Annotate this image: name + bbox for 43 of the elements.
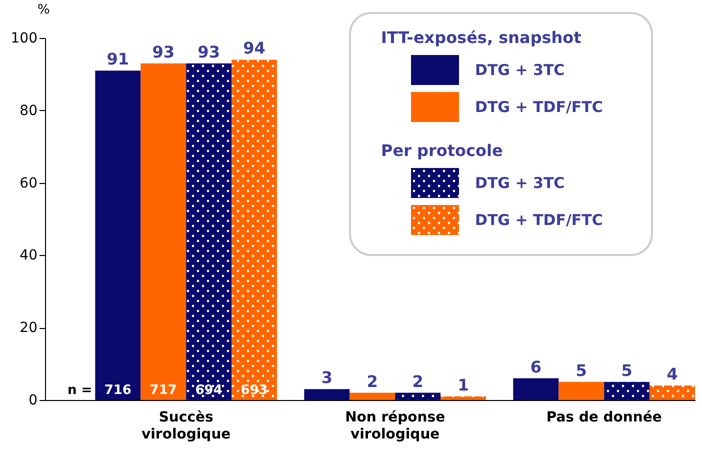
data-label: 91 bbox=[106, 50, 130, 69]
data-label: 94 bbox=[243, 38, 266, 58]
y-tick-label: 60 bbox=[20, 175, 38, 192]
data-label: 93 bbox=[152, 42, 174, 62]
annotation: n = bbox=[67, 383, 92, 398]
legend-label: DTG + 3TC bbox=[475, 174, 565, 192]
data-label: 93 bbox=[198, 42, 220, 62]
annotation: 717 bbox=[150, 383, 177, 398]
x-tick-label: Succès virologique bbox=[141, 410, 231, 442]
bar bbox=[558, 382, 604, 400]
data-label: 2 bbox=[366, 372, 378, 391]
y-tick-label: 40 bbox=[20, 248, 38, 264]
legend-title: ITT-exposés, snapshot bbox=[381, 28, 582, 47]
data-label: 1 bbox=[458, 375, 469, 394]
bar bbox=[304, 389, 350, 400]
legend-label: DTG + TDF/FTC bbox=[475, 211, 603, 229]
y-tick-label: 80 bbox=[20, 102, 38, 119]
data-label: 3 bbox=[321, 368, 332, 388]
annotation: Per protocole bbox=[381, 141, 504, 160]
bar bbox=[650, 386, 695, 400]
data-label: 5 bbox=[576, 360, 587, 380]
annotation: 716 bbox=[104, 383, 132, 398]
legend-label: DTG + 3TC bbox=[475, 61, 565, 79]
data-label: 2 bbox=[412, 372, 424, 391]
data-label: 6 bbox=[530, 357, 542, 376]
y-axis-title: % bbox=[38, 2, 50, 18]
bar bbox=[513, 378, 559, 400]
bar bbox=[186, 63, 232, 400]
bar bbox=[440, 396, 486, 400]
y-tick-label: 100 bbox=[10, 30, 38, 46]
bar bbox=[232, 60, 277, 400]
bar bbox=[395, 392, 441, 400]
y-tick-label: 20 bbox=[20, 320, 38, 336]
x-tick-label: Non réponse virologique bbox=[345, 410, 446, 442]
bar bbox=[140, 63, 186, 400]
data-label: 4 bbox=[666, 364, 678, 384]
bar bbox=[604, 382, 650, 400]
y-tick-label: 0 bbox=[28, 392, 38, 408]
bar bbox=[95, 70, 141, 400]
data-label: 5 bbox=[621, 360, 632, 380]
x-tick-label: Pas de donnée bbox=[546, 410, 662, 426]
legend-label: DTG + TDF/FTC bbox=[475, 98, 603, 116]
bar bbox=[350, 392, 396, 400]
